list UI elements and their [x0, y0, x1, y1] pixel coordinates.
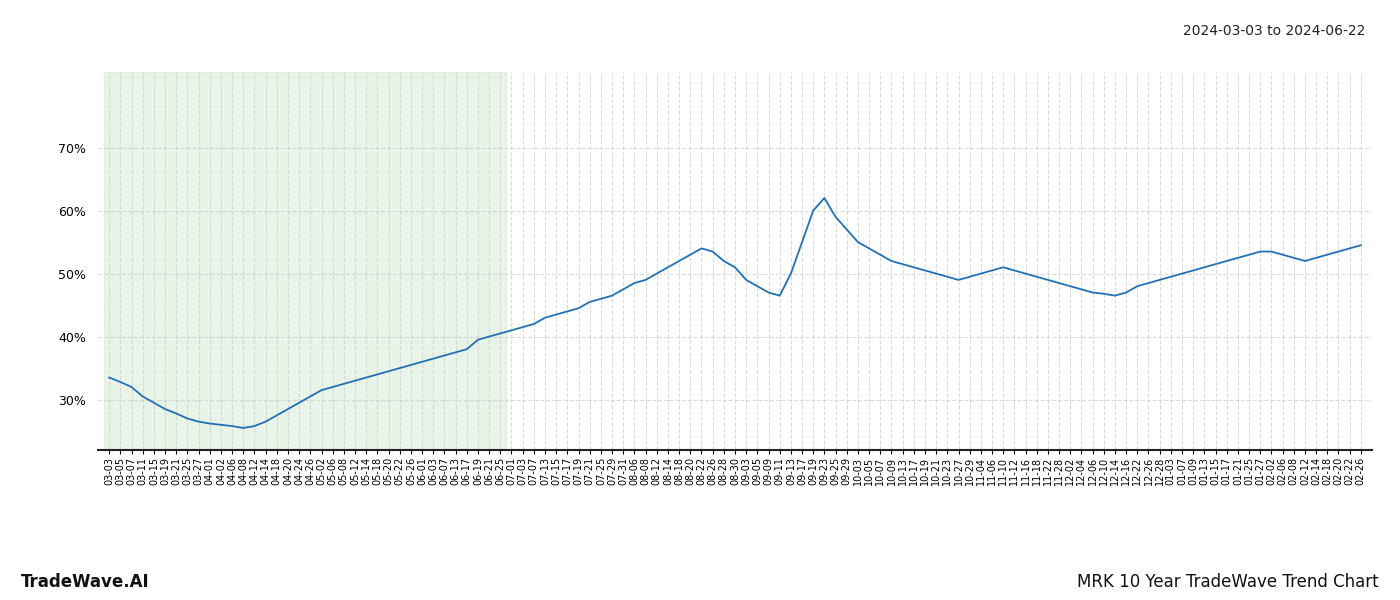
Text: 2024-03-03 to 2024-06-22: 2024-03-03 to 2024-06-22 [1183, 24, 1365, 38]
Bar [104, 72, 505, 450]
Text: TradeWave.AI: TradeWave.AI [21, 573, 150, 591]
Text: MRK 10 Year TradeWave Trend Chart: MRK 10 Year TradeWave Trend Chart [1078, 573, 1379, 591]
